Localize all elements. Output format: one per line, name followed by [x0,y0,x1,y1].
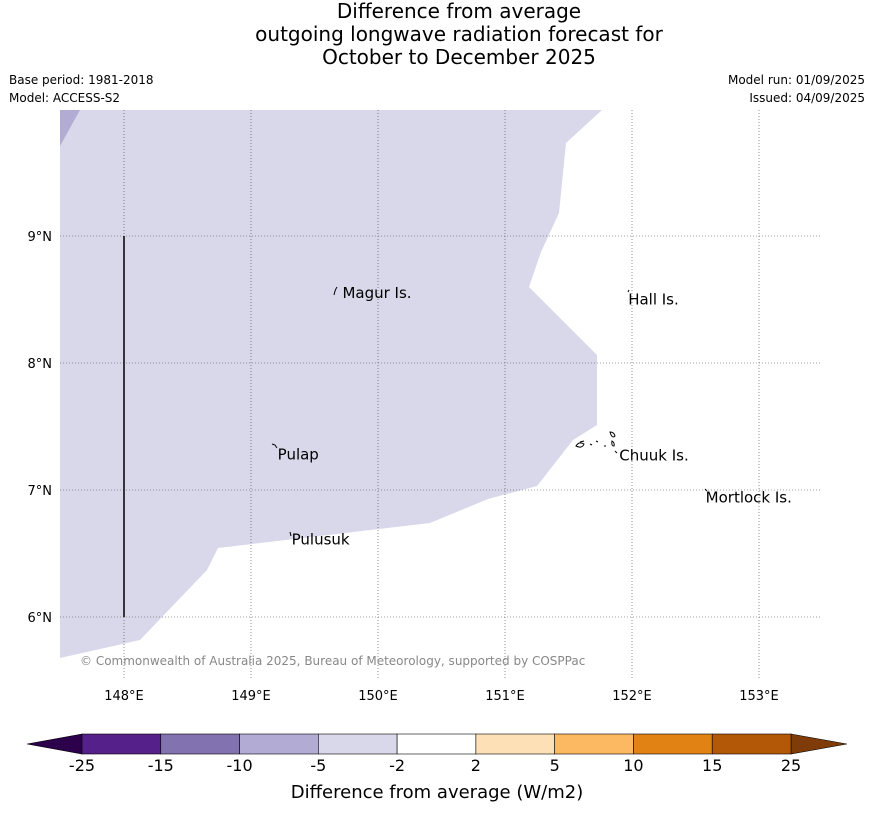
colorbar-tick-label: -2 [389,756,405,775]
map-panel: 9°N 8°N 7°N 6°N 148°E 149°E 150°E 151°E … [28,110,822,704]
colorbar-segment [396,733,477,755]
lon-label-152: 152°E [612,689,652,704]
place-label-chuuk-is: Chuuk Is. [619,447,688,465]
colorbar-tick-label: 10 [623,756,643,775]
lon-label-148: 148°E [104,689,144,704]
colorbar-segment [81,733,162,755]
place-label-magur-is: Magur Is. [342,284,411,302]
colorbar-segment [711,733,792,755]
colorbar-segment [239,733,319,755]
colorbar-segment [475,733,555,755]
colorbar-extend-high [790,733,848,755]
lon-label-150: 150°E [358,689,398,704]
title-line-3: October to December 2025 [322,45,596,69]
colorbar-tick-label: -5 [310,756,326,775]
place-labels: Magur Is. Hall Is. Pulap Chuuk Is. Mortlock … [278,284,792,548]
island-mortlock [704,488,708,492]
colorbar-tick-label: 25 [781,756,801,775]
colorbar-segment [633,733,713,755]
shaded-region [60,110,602,658]
model-run: Model run: 01/09/2025 [727,73,865,87]
colorbar-tick-label: 5 [550,756,560,775]
issued-date: Issued: 04/09/2025 [749,91,865,105]
title-line-2: outgoing longwave radiation forecast for [255,22,663,46]
colorbar-tick-label: 2 [471,756,481,775]
colorbar-segment [318,733,398,755]
title-line-1: Difference from average [336,0,582,23]
colorbar-tick-label: -10 [226,756,252,775]
island-pulap [271,443,278,449]
lon-label-149: 149°E [231,689,271,704]
colorbar-tick-label: -25 [69,756,95,775]
lon-label-153: 153°E [739,689,779,704]
lat-label-9: 9°N [28,230,53,245]
colorbar-tick-label: 15 [702,756,722,775]
place-label-mortlock-is: Mortlock Is. [706,489,792,507]
place-label-pulusuk: Pulusuk [292,531,350,549]
colorbar-title: Difference from average (W/m2) [291,782,583,803]
colorbar: -25 -15 -10 -5 -2 2 5 10 15 25 [26,733,848,775]
meta-right: Model run: 01/09/2025 Issued: 04/09/2025 [728,71,865,107]
map-title: Difference from average outgoing longwav… [0,0,873,69]
model-name: Model: ACCESS-S2 [9,91,121,105]
base-period: Base period: 1981-2018 [9,73,154,87]
copyright-notice: © Commonwealth of Australia 2025, Bureau… [80,654,585,668]
lon-tick-labels: 148°E 149°E 150°E 151°E 152°E 153°E [104,689,779,704]
shaded-region-strong [60,110,80,146]
colorbar-extend-low [26,733,83,755]
island-magur [333,286,338,296]
lat-tick-labels: 9°N 8°N 7°N 6°N [28,230,53,626]
lat-label-8: 8°N [28,357,53,372]
place-label-pulap: Pulap [278,445,319,463]
island-pulusuk [289,531,292,537]
lon-label-151: 151°E [485,689,525,704]
lat-label-7: 7°N [28,484,53,499]
island-outlines [271,286,708,537]
chuuk-lagoon-islands [575,431,618,454]
colorbar-segment [554,733,634,755]
colorbar-tick-label: -15 [148,756,174,775]
lat-label-6: 6°N [28,611,53,626]
place-label-hall-is: Hall Is. [628,291,679,309]
colorbar-segment [160,733,240,755]
island-hall [627,289,630,293]
meta-left: Base period: 1981-2018 Model: ACCESS-S2 [9,71,154,107]
